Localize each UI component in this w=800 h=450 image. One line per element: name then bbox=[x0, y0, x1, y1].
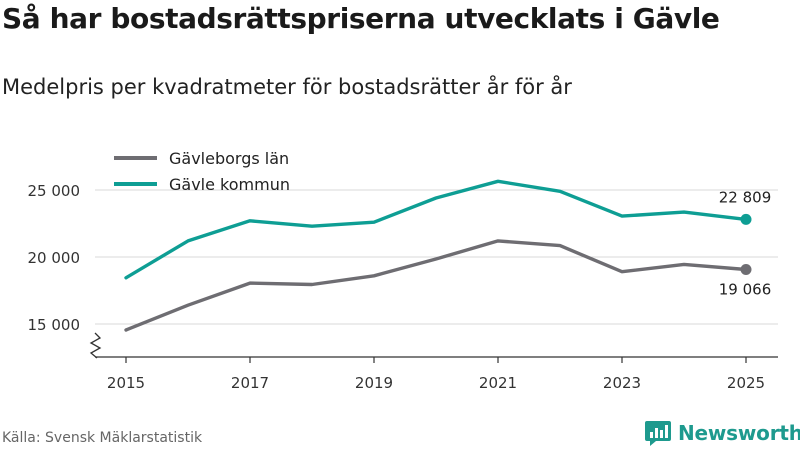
series-end-point bbox=[740, 264, 752, 276]
axis-break-icon bbox=[89, 332, 102, 359]
y-tick-label: 25 000 bbox=[28, 182, 81, 200]
y-tick-label: 15 000 bbox=[28, 316, 81, 334]
chart-subtitle: Medelpris per kvadratmeter för bostadsrä… bbox=[2, 75, 572, 99]
x-tick-label: 2023 bbox=[603, 374, 641, 392]
bar-chart-logo-icon bbox=[645, 421, 671, 446]
series-end-label: 19 066 bbox=[719, 281, 772, 299]
source-note: Källa: Svensk Mäklarstatistik bbox=[2, 430, 203, 446]
series-line bbox=[124, 239, 748, 332]
chart-title: Så har bostadsrättspriserna utvecklats i… bbox=[2, 2, 720, 35]
x-tick-label: 2015 bbox=[107, 374, 145, 392]
y-axis-labels: 15 000 20 000 25 000 bbox=[28, 182, 81, 334]
x-axis-ticks bbox=[125, 357, 747, 363]
x-tick-label: 2025 bbox=[727, 374, 765, 392]
x-tick-label: 2017 bbox=[231, 374, 269, 392]
legend-label: Gävle kommun bbox=[169, 175, 290, 194]
newsworthy-logo: Newsworthy bbox=[644, 419, 800, 447]
x-tick-label: 2019 bbox=[355, 374, 393, 392]
legend: Gävleborgs län Gävle kommun bbox=[114, 149, 290, 194]
y-tick-label: 20 000 bbox=[28, 249, 81, 267]
legend-label: Gävleborgs län bbox=[169, 149, 289, 168]
x-axis-labels: 2015 2017 2019 2021 2023 2025 bbox=[107, 374, 765, 392]
x-tick-label: 2021 bbox=[479, 374, 517, 392]
end-labels: 19 066 22 809 bbox=[719, 188, 772, 298]
series-end-point bbox=[740, 213, 752, 225]
series-lines bbox=[124, 179, 752, 332]
series-end-label: 22 809 bbox=[719, 188, 772, 206]
gridlines bbox=[95, 189, 778, 325]
series-line bbox=[124, 179, 748, 280]
brand-name: Newsworthy bbox=[678, 421, 800, 445]
